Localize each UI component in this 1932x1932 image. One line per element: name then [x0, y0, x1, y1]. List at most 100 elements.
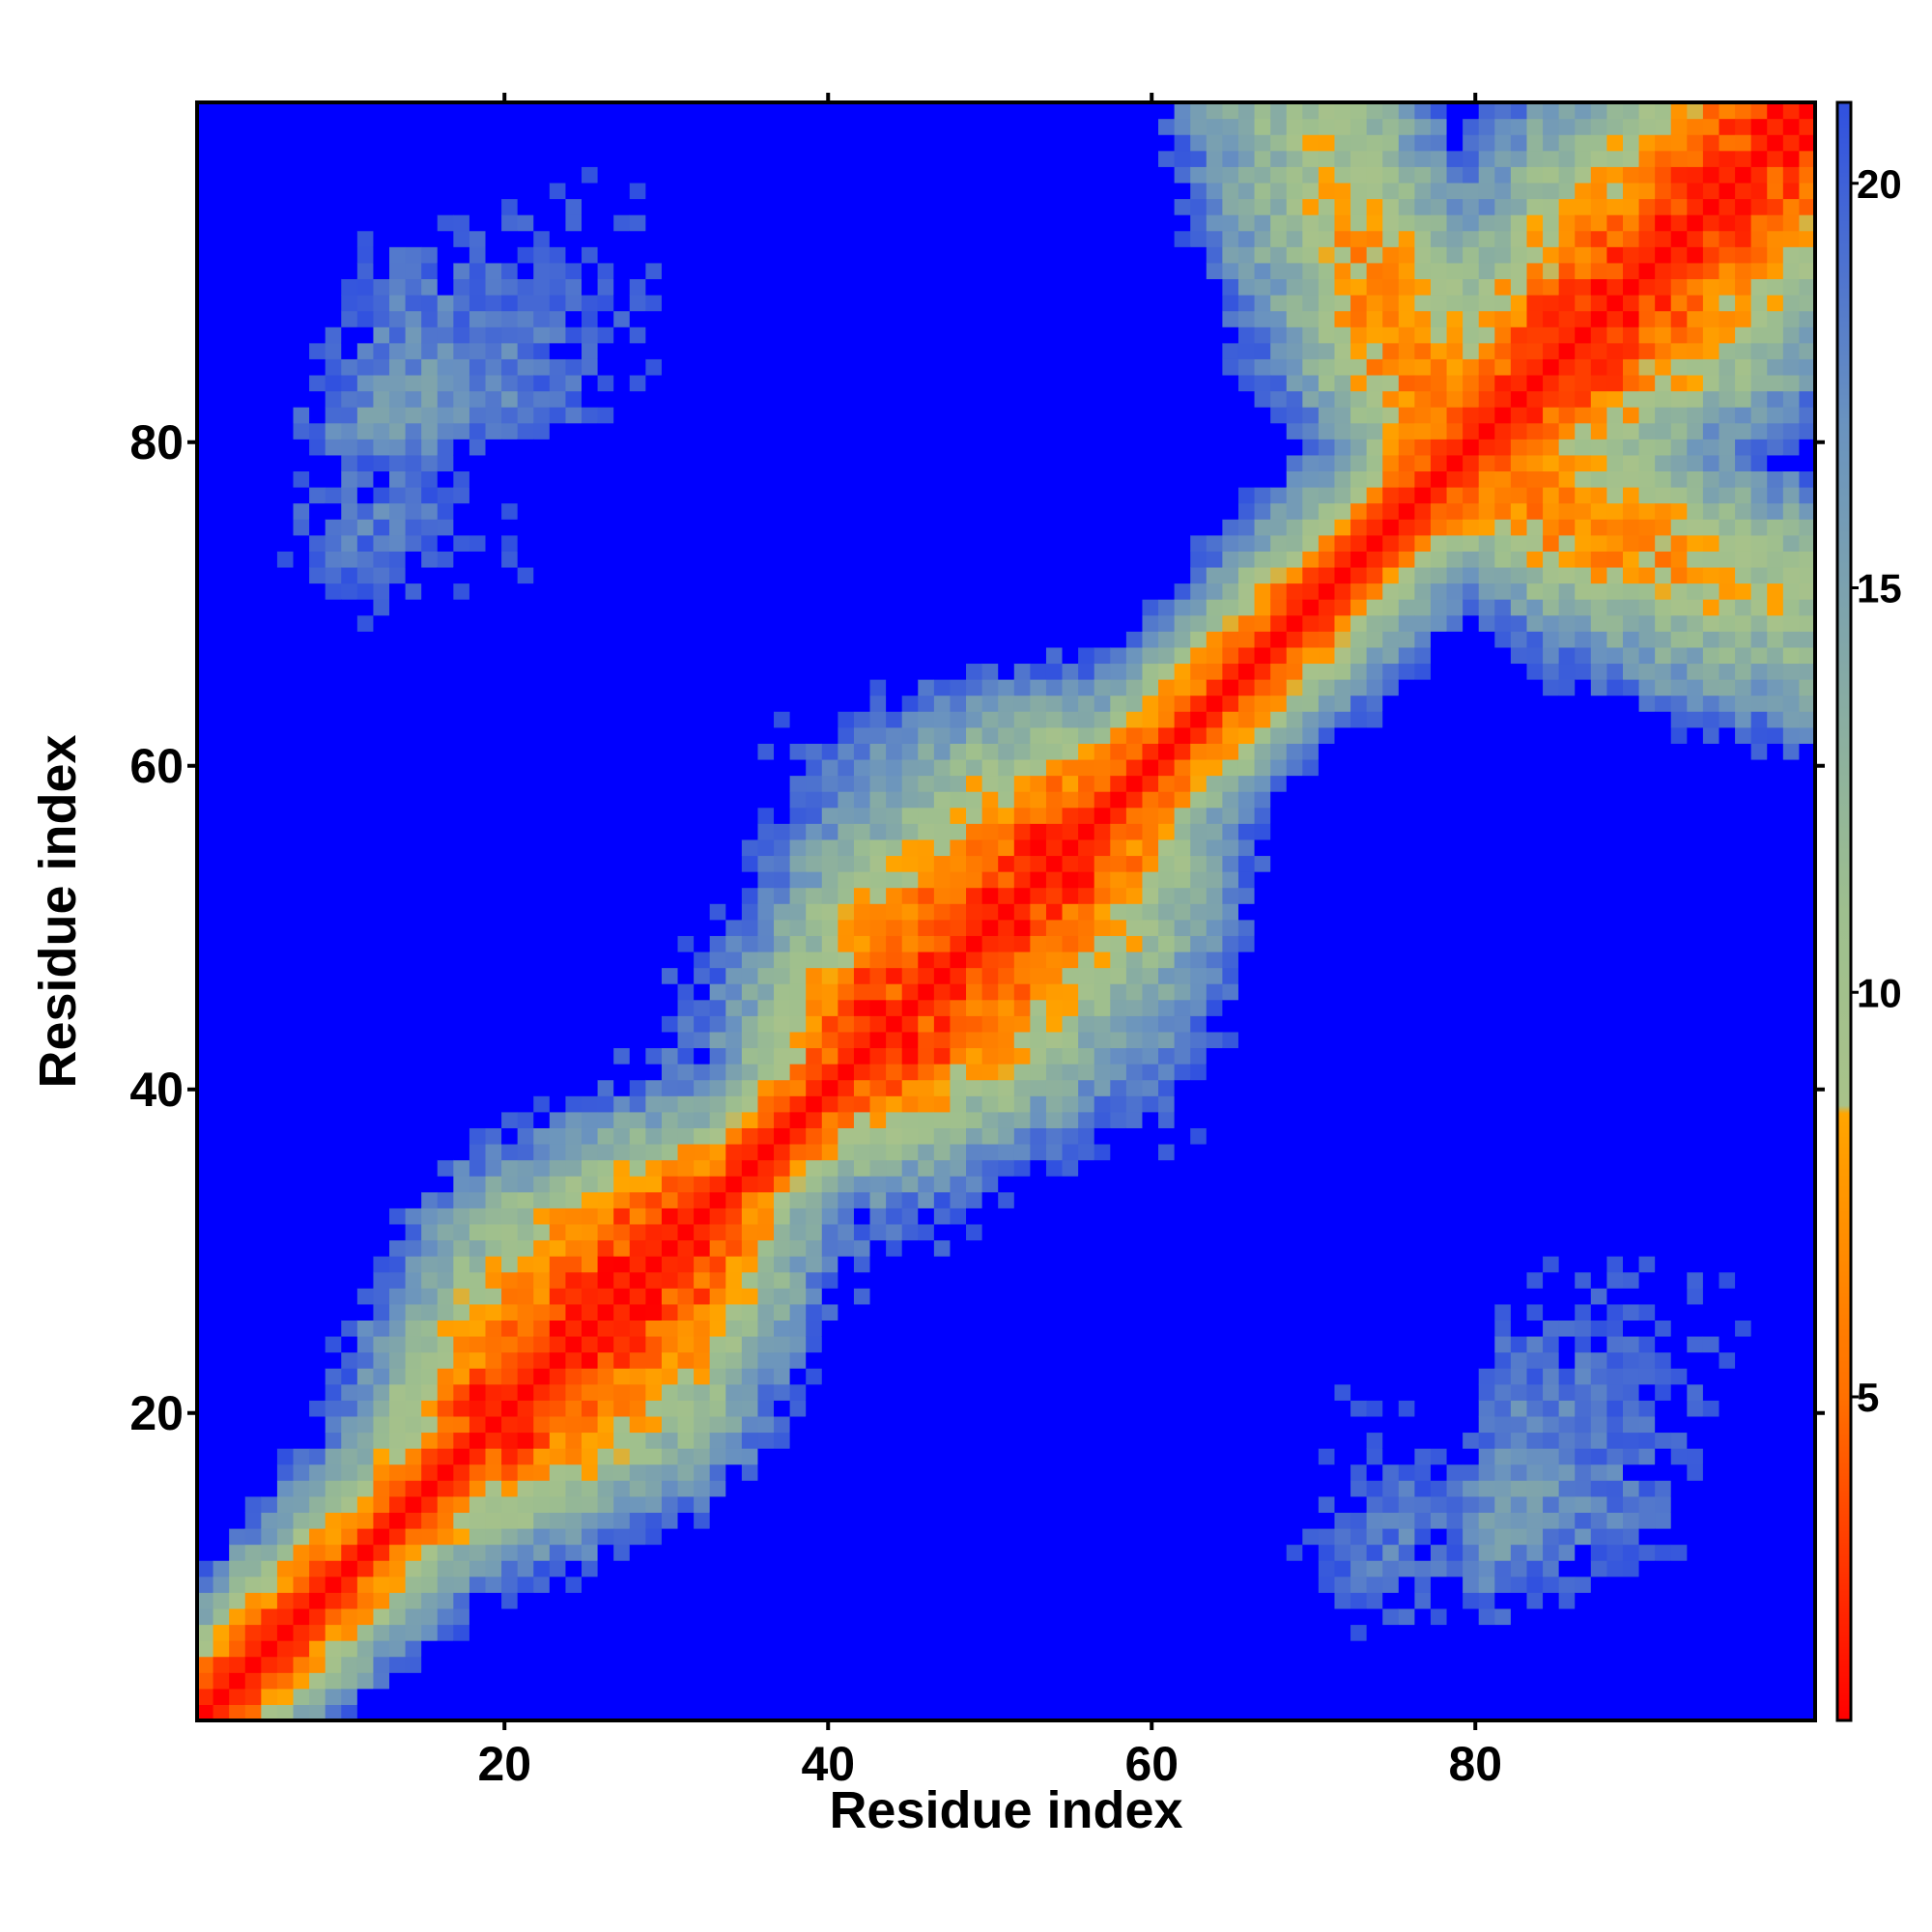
heatmap-cell: [774, 1704, 791, 1721]
heatmap-cell: [901, 663, 919, 680]
heatmap-cell: [694, 407, 711, 424]
heatmap-cell: [244, 919, 262, 936]
heatmap-cell: [853, 102, 871, 120]
heatmap-cell: [661, 390, 679, 408]
heatmap-cell: [966, 534, 983, 552]
heatmap-cell: [229, 327, 246, 344]
heatmap-cell: [869, 1592, 887, 1609]
heatmap-cell: [582, 118, 599, 135]
heatmap-cell: [356, 551, 375, 568]
heatmap-cell: [549, 342, 567, 359]
heatmap-cell: [645, 1176, 663, 1193]
heatmap-cell: [276, 1640, 295, 1658]
heatmap-cell: [806, 1303, 823, 1321]
heatmap-cell: [629, 1191, 646, 1208]
heatmap-cell: [918, 1495, 935, 1513]
heatmap-cell: [309, 534, 327, 552]
heatmap-cell: [389, 1351, 407, 1369]
heatmap-cell: [373, 422, 390, 440]
heatmap-cell: [437, 1400, 454, 1417]
heatmap-cell: [421, 1303, 439, 1321]
heatmap-cell: [821, 935, 838, 952]
heatmap-cell: [309, 134, 327, 152]
heatmap-cell: [918, 1031, 935, 1049]
heatmap-cell: [293, 1208, 310, 1225]
heatmap-cell: [613, 134, 631, 152]
heatmap-cell: [853, 566, 871, 584]
heatmap-cell: [901, 599, 919, 616]
heatmap-cell: [901, 1415, 919, 1434]
heatmap-cell: [549, 663, 567, 680]
heatmap-cell: [741, 1592, 759, 1609]
heatmap-cell: [838, 1159, 855, 1177]
heatmap-cell: [405, 967, 422, 984]
heatmap-cell: [774, 487, 791, 504]
heatmap-cell: [276, 278, 295, 296]
heatmap-cell: [549, 1624, 567, 1641]
heatmap-cell: [918, 935, 935, 952]
heatmap-cell: [485, 407, 502, 424]
heatmap-cell: [421, 439, 439, 456]
heatmap-cell: [341, 679, 358, 696]
heatmap-cell: [356, 327, 375, 344]
heatmap-cell: [582, 407, 599, 424]
heatmap-cell: [325, 1031, 342, 1049]
heatmap-cell: [421, 1095, 439, 1113]
heatmap-cell: [582, 1640, 599, 1658]
heatmap-cell: [950, 1432, 967, 1449]
heatmap-cell: [629, 166, 646, 184]
heatmap-cell: [869, 310, 887, 327]
heatmap-cell: [405, 295, 422, 312]
heatmap-cell: [453, 1031, 470, 1049]
heatmap-cell: [293, 454, 310, 472]
heatmap-cell: [757, 1176, 775, 1193]
heatmap-cell: [261, 118, 278, 135]
heatmap-cell: [437, 582, 454, 600]
heatmap-cell: [293, 1495, 310, 1513]
heatmap-cell: [325, 1335, 342, 1353]
heatmap-cell: [966, 1079, 983, 1096]
heatmap-cell: [613, 1143, 631, 1161]
heatmap-cell: [341, 487, 358, 504]
heatmap-cell: [677, 422, 695, 440]
heatmap-cell: [694, 1031, 711, 1049]
heatmap-cell: [838, 102, 855, 120]
heatmap-cell: [694, 1239, 711, 1257]
heatmap-cell: [453, 422, 470, 440]
heatmap-cell: [629, 999, 646, 1016]
heatmap-cell: [838, 631, 855, 648]
heatmap-cell: [821, 838, 838, 857]
heatmap-cell: [469, 1480, 487, 1497]
heatmap-cell: [757, 614, 775, 632]
heatmap-cell: [582, 758, 599, 777]
heatmap-cell: [694, 582, 711, 600]
heatmap-cell: [325, 1480, 342, 1497]
heatmap-cell: [933, 1383, 952, 1401]
heatmap-cell: [437, 726, 454, 744]
heatmap-cell: [356, 1079, 375, 1096]
heatmap-cell: [853, 470, 871, 488]
heatmap-cell: [789, 1095, 807, 1113]
heatmap-cell: [918, 1576, 935, 1593]
heatmap-cell: [453, 743, 470, 760]
heatmap-cell: [469, 1223, 487, 1241]
heatmap-cell: [806, 1031, 823, 1049]
heatmap-cell: [549, 214, 567, 232]
heatmap-cell: [661, 439, 679, 456]
heatmap-cell: [373, 1383, 390, 1401]
heatmap-cell: [197, 614, 214, 632]
heatmap-cell: [533, 1383, 551, 1401]
heatmap-cell: [853, 1079, 871, 1096]
heatmap-cell: [293, 1015, 310, 1033]
heatmap-cell: [757, 150, 775, 167]
heatmap-cell: [918, 566, 935, 584]
heatmap-cell: [469, 198, 487, 215]
heatmap-cell: [821, 1383, 838, 1401]
heatmap-cell: [806, 1480, 823, 1497]
heatmap-cell: [389, 278, 407, 296]
heatmap-cell: [886, 743, 903, 760]
heatmap-cell: [197, 999, 214, 1016]
heatmap-cell: [293, 519, 310, 536]
heatmap-cell: [197, 887, 214, 904]
heatmap-cell: [789, 230, 807, 247]
